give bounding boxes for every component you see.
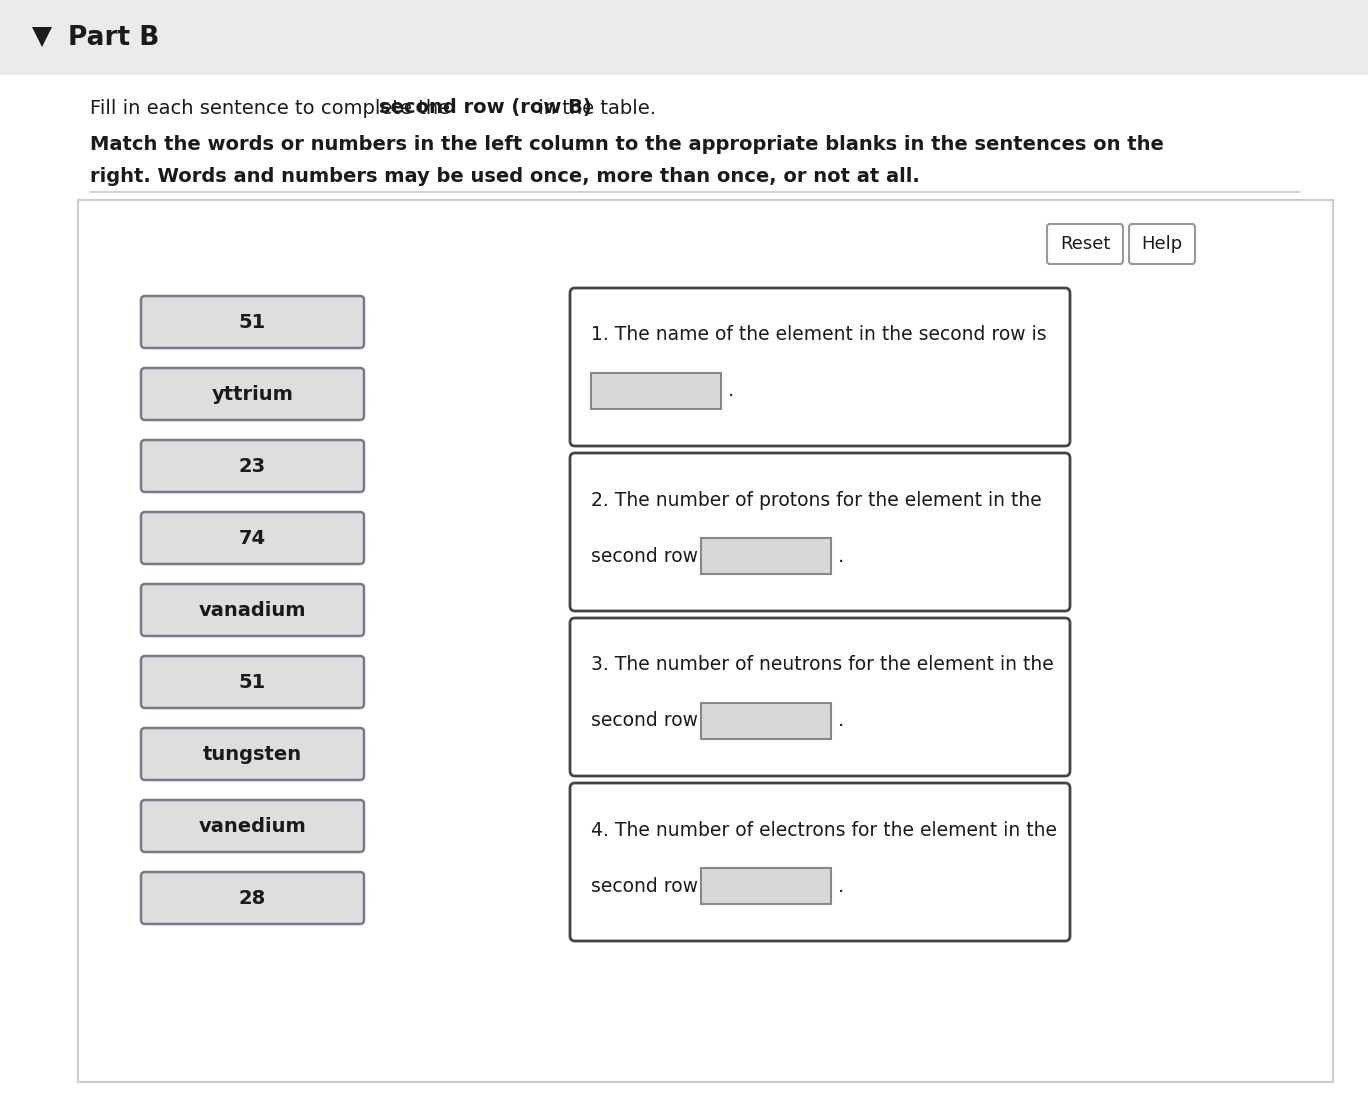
Text: 1. The name of the element in the second row is: 1. The name of the element in the second…: [591, 326, 1047, 345]
Text: Match the words or numbers in the left column to the appropriate blanks in the s: Match the words or numbers in the left c…: [90, 134, 1164, 154]
FancyBboxPatch shape: [141, 296, 364, 348]
Text: right. Words and numbers may be used once, more than once, or not at all.: right. Words and numbers may be used onc…: [90, 166, 919, 185]
Text: vanadium: vanadium: [198, 601, 306, 619]
Text: 23: 23: [239, 456, 265, 475]
Text: second row (row B): second row (row B): [379, 99, 591, 117]
FancyBboxPatch shape: [570, 783, 1070, 941]
FancyBboxPatch shape: [700, 868, 830, 904]
FancyBboxPatch shape: [700, 538, 830, 574]
Text: in the table.: in the table.: [532, 99, 655, 117]
Text: 51: 51: [239, 673, 267, 691]
Text: .: .: [839, 711, 844, 730]
Text: Reset: Reset: [1060, 235, 1111, 253]
FancyBboxPatch shape: [570, 618, 1070, 776]
Text: yttrium: yttrium: [212, 384, 294, 403]
Text: 4. The number of electrons for the element in the: 4. The number of electrons for the eleme…: [591, 821, 1057, 840]
Text: Help: Help: [1141, 235, 1182, 253]
FancyBboxPatch shape: [591, 373, 721, 409]
Text: vanedium: vanedium: [198, 817, 306, 835]
FancyBboxPatch shape: [0, 0, 1368, 75]
FancyBboxPatch shape: [1129, 224, 1196, 264]
Text: second row is: second row is: [591, 876, 720, 895]
Text: 2. The number of protons for the element in the: 2. The number of protons for the element…: [591, 491, 1042, 510]
Polygon shape: [31, 27, 52, 47]
FancyBboxPatch shape: [141, 368, 364, 420]
FancyBboxPatch shape: [141, 512, 364, 564]
Text: .: .: [839, 876, 844, 895]
Text: 28: 28: [239, 889, 267, 907]
Text: 51: 51: [239, 312, 267, 331]
Text: second row is: second row is: [591, 711, 720, 730]
Text: .: .: [839, 546, 844, 565]
Text: .: .: [728, 381, 735, 400]
FancyBboxPatch shape: [141, 440, 364, 492]
Text: 3. The number of neutrons for the element in the: 3. The number of neutrons for the elemen…: [591, 656, 1053, 675]
FancyBboxPatch shape: [570, 288, 1070, 447]
FancyBboxPatch shape: [78, 201, 1332, 1083]
Text: Part B: Part B: [68, 25, 160, 51]
FancyBboxPatch shape: [141, 800, 364, 852]
FancyBboxPatch shape: [141, 584, 364, 636]
FancyBboxPatch shape: [1047, 224, 1123, 264]
FancyBboxPatch shape: [700, 702, 830, 739]
FancyBboxPatch shape: [141, 728, 364, 780]
Text: tungsten: tungsten: [202, 745, 302, 763]
Text: second row is: second row is: [591, 546, 720, 565]
FancyBboxPatch shape: [570, 453, 1070, 611]
Text: 74: 74: [239, 529, 265, 547]
Text: Fill in each sentence to complete the: Fill in each sentence to complete the: [90, 99, 457, 117]
FancyBboxPatch shape: [141, 872, 364, 924]
FancyBboxPatch shape: [141, 656, 364, 708]
